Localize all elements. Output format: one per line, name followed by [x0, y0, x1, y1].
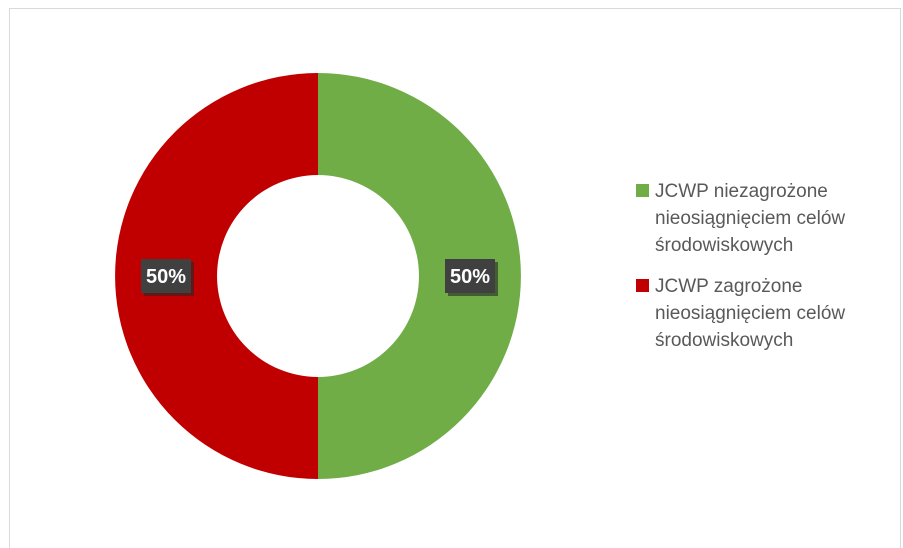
legend: JCWP niezagrożone nieosiągnięciem celów …	[636, 178, 886, 368]
legend-swatch-red	[636, 279, 649, 292]
legend-label: JCWP niezagrożone nieosiągnięciem celów …	[655, 178, 870, 259]
legend-swatch-green	[636, 184, 649, 197]
data-label-2: 50%	[141, 259, 194, 296]
data-label-text: 50%	[450, 266, 490, 288]
data-label-text: 50%	[146, 266, 186, 288]
legend-item-niezagrozone: JCWP niezagrożone nieosiągnięciem celów …	[636, 178, 886, 259]
data-label-1: 50%	[445, 259, 498, 296]
legend-item-zagrozone: JCWP zagrożone nieosiągnięciem celów śro…	[636, 273, 886, 354]
legend-label: JCWP zagrożone nieosiągnięciem celów śro…	[655, 273, 870, 354]
